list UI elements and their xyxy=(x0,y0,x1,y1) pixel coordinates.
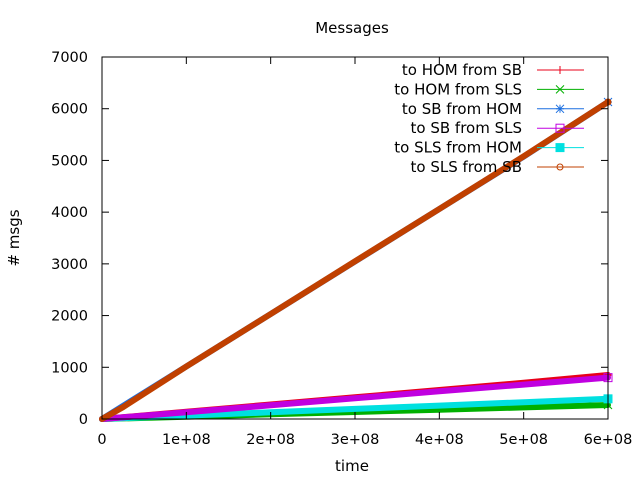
y-tick-label: 0 xyxy=(79,412,88,428)
x-tick-label: 6e+08 xyxy=(584,432,633,448)
legend-marker xyxy=(555,143,565,153)
y-tick-label: 5000 xyxy=(51,153,88,169)
chart-title: Messages xyxy=(315,19,389,37)
x-tick-label: 1e+08 xyxy=(162,432,211,448)
y-tick-label: 1000 xyxy=(51,360,88,376)
legend-label: to SB from HOM xyxy=(402,100,522,118)
plot-frame xyxy=(101,56,609,420)
legend-marker xyxy=(555,123,565,133)
axis-ticks: 0 1e+08 2e+08 3e+08 4e+08 5e+08 6e+08 0 1000 2000… xyxy=(51,50,632,448)
legend-marker xyxy=(555,85,565,94)
y-tick-label: 4000 xyxy=(51,205,88,221)
y-tick-label: 6000 xyxy=(51,102,88,118)
legend-label: to SLS from SB xyxy=(411,158,522,176)
y-tick-label: 3000 xyxy=(51,257,88,273)
legend-label: to HOM from SLS xyxy=(394,80,522,98)
legend-marker xyxy=(556,66,564,74)
legend-label: to SB from SLS xyxy=(411,119,522,137)
legend-label: to SLS from HOM xyxy=(394,139,522,157)
legend-marker xyxy=(555,104,565,114)
series-line xyxy=(99,99,611,422)
legend-label: to HOM from SB xyxy=(402,61,522,79)
y-tick-label: 7000 xyxy=(51,50,88,66)
y-tick-label: 2000 xyxy=(51,309,88,325)
legend-marker xyxy=(556,163,564,171)
x-tick-label: 3e+08 xyxy=(331,432,380,448)
y-axis-label: # msgs xyxy=(5,209,23,266)
x-tick-label: 0 xyxy=(97,432,106,448)
x-tick-label: 4e+08 xyxy=(415,432,464,448)
x-axis-label: time xyxy=(335,457,369,475)
plot-lines xyxy=(99,97,613,422)
x-tick-label: 5e+08 xyxy=(499,432,548,448)
x-tick-label: 2e+08 xyxy=(246,432,295,448)
